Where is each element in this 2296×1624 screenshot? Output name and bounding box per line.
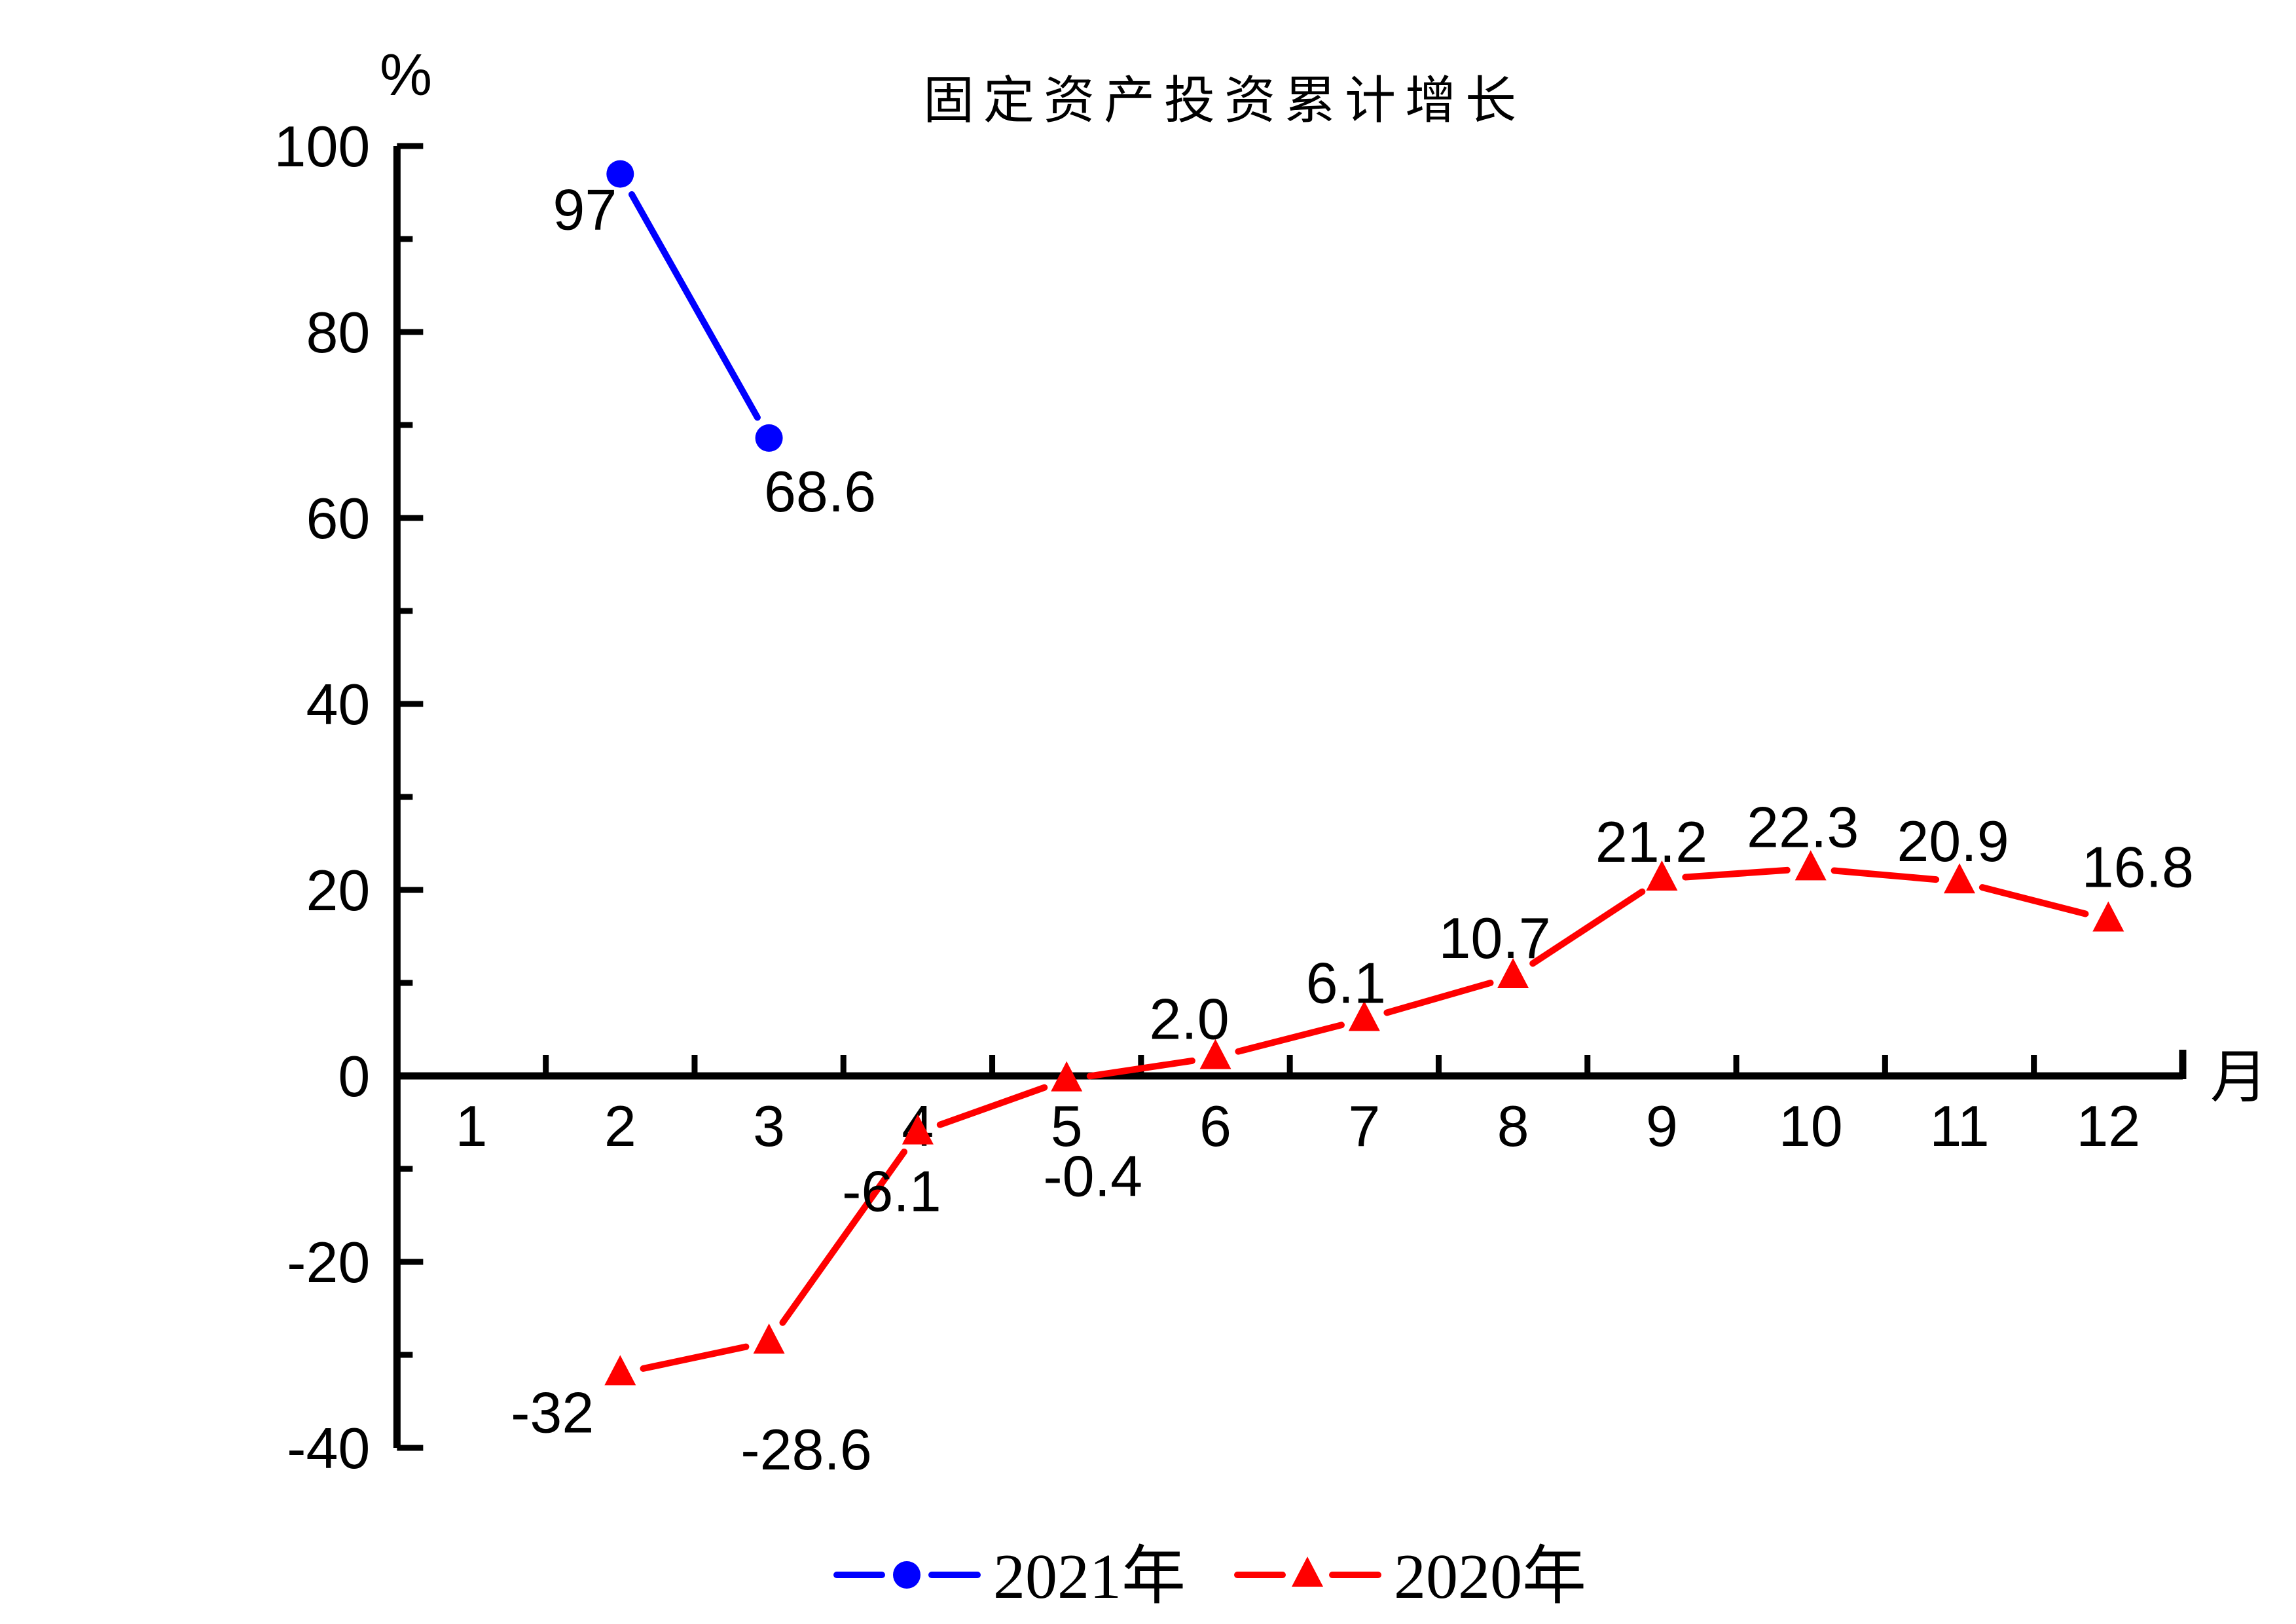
triangle-marker bbox=[1199, 1039, 1231, 1069]
series-line-segment bbox=[1383, 980, 1494, 1016]
triangle-marker bbox=[1497, 958, 1529, 989]
x-tick-label: 8 bbox=[1497, 1094, 1529, 1158]
y-axis-unit-label: % bbox=[380, 43, 432, 108]
y-tick-label: 40 bbox=[306, 672, 370, 737]
triangle-marker bbox=[902, 1114, 934, 1145]
series-line-segment bbox=[1086, 1057, 1195, 1080]
data-label: -28.6 bbox=[740, 1417, 872, 1482]
series-line-segment bbox=[1682, 866, 1791, 881]
legend-circle-marker bbox=[893, 1561, 920, 1589]
data-label: -32 bbox=[511, 1380, 594, 1445]
circle-marker bbox=[755, 424, 783, 452]
y-tick-label: 80 bbox=[306, 300, 370, 365]
legend-label-2020: 2020年 bbox=[1394, 1541, 1586, 1612]
x-tick-label: 1 bbox=[456, 1094, 488, 1158]
x-tick-label: 12 bbox=[2076, 1094, 2140, 1158]
y-tick-label: 20 bbox=[306, 858, 370, 923]
data-label: -6.1 bbox=[842, 1159, 941, 1224]
series-line-segment bbox=[779, 1148, 908, 1326]
y-tick-label: 0 bbox=[338, 1044, 370, 1109]
series-line-segment bbox=[936, 1084, 1048, 1128]
series-line-segment bbox=[1529, 888, 1646, 967]
y-tick-label: 60 bbox=[306, 486, 370, 551]
legend-item-2020: 2020年 bbox=[1234, 1541, 1586, 1612]
series-line-segment bbox=[1831, 867, 1940, 883]
x-axis: 123456789101112 bbox=[397, 1050, 2187, 1158]
x-tick-label: 5 bbox=[1051, 1094, 1083, 1158]
legend-label-2021: 2021年 bbox=[993, 1541, 1186, 1612]
triangle-marker bbox=[753, 1323, 785, 1354]
x-tick-label: 6 bbox=[1199, 1094, 1231, 1158]
data-label: -0.4 bbox=[1043, 1144, 1142, 1209]
series-line-segment bbox=[1235, 1022, 1345, 1055]
triangle-marker bbox=[2092, 901, 2124, 932]
data-label: 21.2 bbox=[1595, 809, 1707, 874]
data-label: 2.0 bbox=[1149, 987, 1229, 1052]
chart-title: 固定资产投资累计增长 bbox=[923, 72, 1525, 129]
triangle-marker bbox=[604, 1355, 636, 1386]
series-line-segment bbox=[640, 1343, 750, 1372]
data-label: 6.1 bbox=[1306, 950, 1386, 1015]
data-label: 22.3 bbox=[1747, 794, 1859, 859]
legend: 2021年 2020年 bbox=[833, 1541, 1586, 1612]
series-line-segment bbox=[628, 191, 761, 421]
x-axis-unit-label: 月 bbox=[2210, 1046, 2268, 1110]
legend-triangle-marker bbox=[1292, 1557, 1323, 1587]
y-tick-label: -40 bbox=[287, 1416, 370, 1481]
y-tick-label: -20 bbox=[287, 1230, 370, 1295]
x-tick-label: 9 bbox=[1646, 1094, 1678, 1158]
y-axis: -40 -20 0 20 40 60 80 100 bbox=[274, 114, 424, 1481]
triangle-marker bbox=[1646, 860, 1678, 891]
data-label: 10.7 bbox=[1438, 906, 1550, 970]
data-label: 20.9 bbox=[1897, 809, 2009, 874]
series-line-segment bbox=[1978, 884, 2089, 917]
series-2020: -32 -28.6 -6.1 -0.4 2.0 6.1 10.7 21.2 22.3 20.9 16… bbox=[511, 794, 2194, 1482]
triangle-marker bbox=[1795, 850, 1827, 881]
legend-item-2021: 2021年 bbox=[833, 1541, 1186, 1612]
triangle-marker bbox=[1944, 863, 1975, 894]
triangle-marker bbox=[1348, 1001, 1380, 1031]
x-tick-label: 2 bbox=[604, 1094, 636, 1158]
triangle-marker bbox=[1051, 1061, 1083, 1092]
x-tick-label: 10 bbox=[1779, 1094, 1843, 1158]
circle-marker bbox=[606, 160, 634, 188]
x-tick-label: 7 bbox=[1348, 1094, 1380, 1158]
data-label: 16.8 bbox=[2082, 834, 2194, 899]
series-2021: 97 68.6 bbox=[553, 160, 876, 524]
data-label: 68.6 bbox=[764, 459, 876, 524]
y-tick-label: 100 bbox=[274, 114, 371, 179]
x-tick-label: 3 bbox=[753, 1094, 785, 1158]
x-tick-label: 11 bbox=[1929, 1094, 1989, 1158]
data-label: 97 bbox=[553, 177, 617, 242]
